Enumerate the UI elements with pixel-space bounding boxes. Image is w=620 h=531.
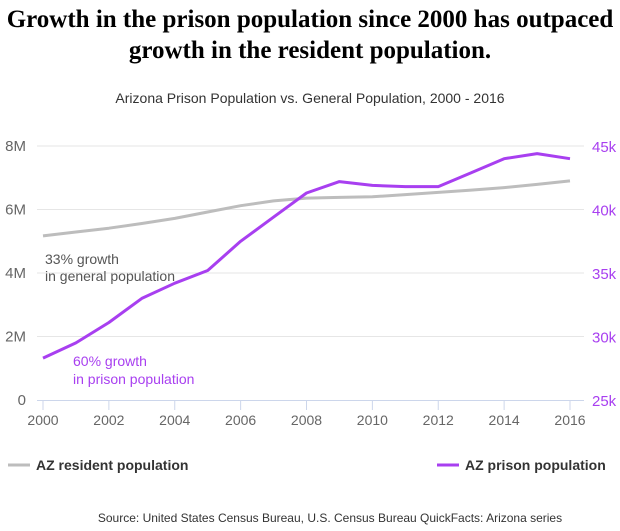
headline: Growth in the prison population since 20… xyxy=(6,6,614,64)
series-line-resident[interactable] xyxy=(42,179,571,238)
x-tick-label: 2008 xyxy=(291,412,322,428)
annotation-prison-line1: 60% growth xyxy=(73,353,147,369)
y-left-tick-label: 4M xyxy=(5,265,26,282)
y-right-tick-label: 45k xyxy=(592,139,617,156)
legend-resident[interactable]: AZ resident population xyxy=(8,457,188,473)
y-right-tick-label: 30k xyxy=(592,330,617,347)
y-left-tick-label: 0 xyxy=(18,392,26,409)
legend-prison[interactable]: AZ prison population xyxy=(437,457,606,473)
chart: 0 2M 4M 6M 8M 25k 30k 35k 40k 45k 2000 2002 2004 2006… xyxy=(5,138,617,473)
x-tick-label: 2006 xyxy=(225,412,256,428)
x-tick-label: 2010 xyxy=(357,412,388,428)
y-right-tick-label: 35k xyxy=(592,266,617,283)
annotation-general-line2: in general population xyxy=(45,268,175,284)
x-tick-label: 2002 xyxy=(93,412,124,428)
source-note: Source: United States Census Bureau, U.S… xyxy=(97,511,563,525)
x-tick-label: 2004 xyxy=(159,412,190,428)
x-tick-label: 2014 xyxy=(489,412,520,428)
annotation-prison-line2: in prison population xyxy=(73,371,194,387)
y-left-tick-label: 8M xyxy=(5,138,26,155)
series-line-prison[interactable] xyxy=(42,152,571,360)
x-tick-label: 2012 xyxy=(423,412,454,428)
y-left-tick-label: 6M xyxy=(5,202,26,219)
x-tick-label: 2016 xyxy=(554,412,585,428)
y-left-tick-label: 2M xyxy=(5,329,26,346)
x-tick-label: 2000 xyxy=(27,412,58,428)
annotation-general-line1: 33% growth xyxy=(45,251,119,267)
y-right-tick-label: 25k xyxy=(592,393,617,410)
legend-prison-label: AZ prison population xyxy=(465,457,606,473)
chart-title: Arizona Prison Population vs. General Po… xyxy=(115,90,505,106)
y-right-tick-label: 40k xyxy=(592,203,617,220)
legend-resident-label: AZ resident population xyxy=(36,457,188,473)
